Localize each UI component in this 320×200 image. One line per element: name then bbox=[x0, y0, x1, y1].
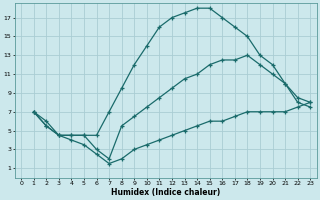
X-axis label: Humidex (Indice chaleur): Humidex (Indice chaleur) bbox=[111, 188, 220, 197]
